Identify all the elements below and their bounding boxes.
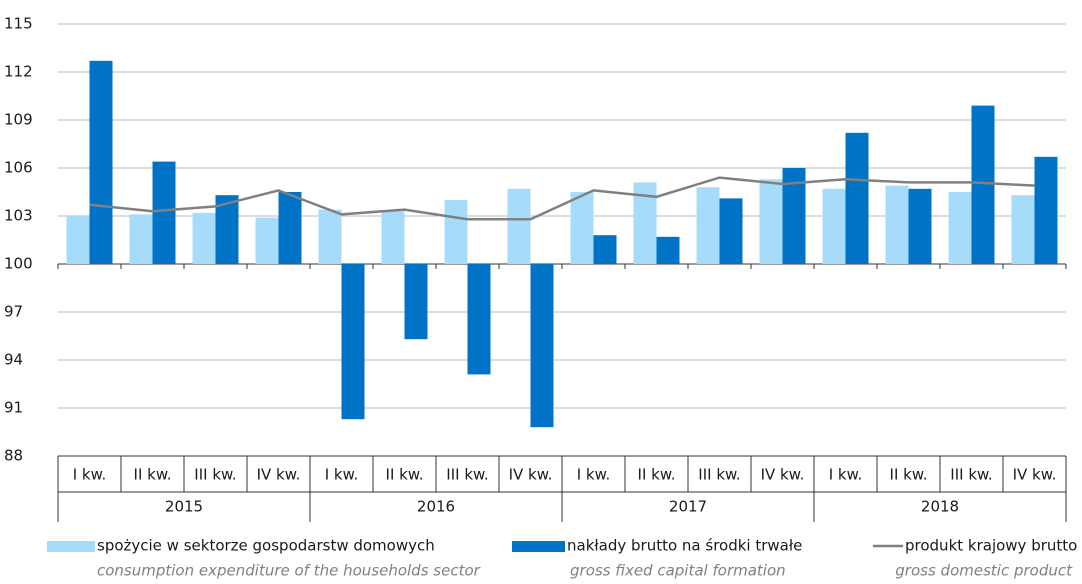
legend-label: nakłady brutto na środki trwałe	[567, 537, 802, 555]
bar	[633, 182, 657, 264]
bar	[845, 132, 869, 264]
x-tick-label: II kw.	[638, 466, 676, 484]
bar	[570, 192, 594, 264]
y-tick-label: 91	[4, 399, 23, 417]
bar	[255, 217, 279, 264]
x-tick-label: IV kw.	[1013, 466, 1057, 484]
bar	[1011, 195, 1035, 264]
x-tick-label: II kw.	[386, 466, 424, 484]
bar	[656, 236, 680, 264]
bar	[318, 209, 342, 264]
x-tick-label: III kw.	[194, 466, 236, 484]
bar	[593, 235, 617, 264]
x-tick-label: III kw.	[446, 466, 488, 484]
x-tick-label: IV kw.	[509, 466, 553, 484]
x-tick-label: I kw.	[73, 466, 107, 484]
group-label: 2016	[417, 498, 455, 516]
bar	[759, 179, 783, 264]
x-tick-label: III kw.	[698, 466, 740, 484]
group-label: 2015	[165, 498, 203, 516]
bar	[381, 211, 405, 264]
y-tick-label: 94	[4, 351, 23, 369]
legend-swatch	[512, 541, 565, 552]
group-label: 2018	[921, 498, 959, 516]
bar	[215, 195, 239, 264]
bar	[152, 161, 176, 264]
x-tick-label: I kw.	[829, 466, 863, 484]
bar	[341, 264, 365, 420]
x-tick-label: I kw.	[325, 466, 359, 484]
bar	[89, 60, 113, 264]
x-tick-label: II kw.	[890, 466, 928, 484]
bar	[192, 212, 216, 264]
bar	[971, 105, 995, 264]
x-tick-label: II kw.	[134, 466, 172, 484]
bar	[948, 192, 972, 264]
y-tick-label: 106	[4, 159, 33, 177]
y-tick-label: 109	[4, 111, 33, 129]
legend-sublabel: consumption expenditure of the household…	[97, 562, 481, 580]
bar	[467, 264, 491, 375]
group-label: 2017	[669, 498, 707, 516]
bar	[444, 200, 468, 264]
bar	[1034, 156, 1058, 264]
bar	[507, 188, 531, 264]
x-tick-label: IV kw.	[257, 466, 301, 484]
bar	[885, 185, 909, 264]
y-tick-label: 100	[4, 255, 33, 273]
y-tick-label: 88	[4, 447, 23, 465]
bar	[719, 198, 743, 264]
legend-swatch	[47, 541, 95, 552]
bar	[908, 188, 932, 264]
bar	[129, 214, 153, 264]
y-tick-label: 115	[4, 15, 33, 33]
bar	[696, 187, 720, 264]
legend-sublabel: gross domestic product	[895, 562, 1073, 580]
legend-label: produkt krajowy brutto	[905, 537, 1077, 555]
x-tick-label: III kw.	[950, 466, 992, 484]
y-tick-label: 103	[4, 207, 33, 225]
line	[89, 176, 1035, 221]
bar	[404, 264, 428, 340]
bar	[530, 264, 554, 428]
x-tick-label: IV kw.	[761, 466, 805, 484]
y-tick-label: 112	[4, 63, 33, 81]
y-tick-label: 97	[4, 303, 23, 321]
bar	[66, 216, 90, 264]
bar	[782, 168, 806, 264]
bar	[822, 188, 846, 264]
legend-label: spożycie w sektorze gospodarstw domowych	[97, 537, 435, 555]
x-tick-label: I kw.	[577, 466, 611, 484]
legend-sublabel: gross fixed capital formation	[570, 562, 786, 580]
bar	[278, 192, 302, 264]
